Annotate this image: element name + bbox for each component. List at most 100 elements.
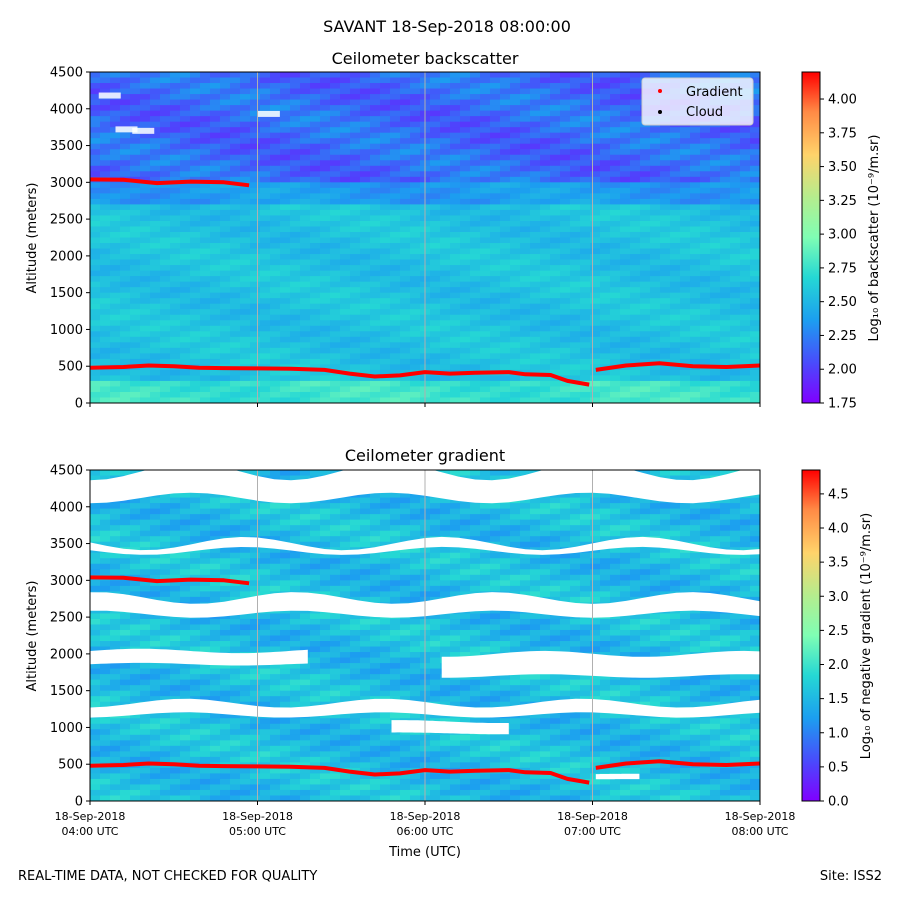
heatmap-cell [590,325,601,332]
heatmap-cell [150,215,161,222]
heatmap-cell [490,231,501,239]
heatmap-cell [750,243,760,250]
heatmap-cell [690,209,701,217]
heatmap-cell [130,243,141,250]
heatmap-cell [140,110,151,117]
heatmap-cell [740,138,751,145]
heatmap-cell [510,198,521,205]
heatmap-cell [440,386,451,393]
heatmap-cell [220,198,231,205]
heatmap-cell [140,530,151,537]
heatmap-cell [550,380,561,388]
heatmap-cell [580,248,591,255]
heatmap-cell [310,309,321,316]
heatmap-cell [440,391,451,399]
heatmap-cell [250,248,261,255]
heatmap-cell [200,314,211,321]
heatmap-cell [320,226,331,233]
heatmap-cell [460,342,471,349]
heatmap-cell [530,105,541,112]
heatmap-cell [410,364,421,371]
heatmap-cell [200,243,211,250]
heatmap-cell [700,303,711,310]
heatmap-cell [590,536,601,543]
heatmap-cell [540,72,551,79]
heatmap-cell [740,198,751,205]
heatmap-cell [350,536,361,543]
heatmap-cell [590,204,601,211]
heatmap-cell [90,193,101,200]
heatmap-cell [440,138,451,145]
heatmap-cell [270,198,281,205]
heatmap-cell [540,116,551,123]
heatmap-cell [390,204,401,211]
heatmap-cell [390,176,401,183]
heatmap-cell [280,160,291,167]
heatmap-cell [140,138,151,145]
heatmap-cell [630,325,641,332]
heatmap-cell [610,83,621,90]
heatmap-cell [310,226,321,233]
heatmap-cell [740,508,751,515]
heatmap-cell [620,514,631,521]
heatmap-cell [170,105,181,112]
heatmap-cell [210,309,221,316]
heatmap-cell [700,72,711,79]
heatmap-cell [220,525,231,532]
heatmap-cell [250,88,261,95]
heatmap-cell [350,198,361,205]
heatmap-cell [250,99,261,106]
heatmap-cell [730,187,741,194]
heatmap-cell [130,292,141,299]
heatmap-cell [560,314,571,321]
heatmap-cell [700,380,711,388]
heatmap-cell [580,375,591,382]
heatmap-cell [140,193,151,200]
heatmap-cell [310,320,321,327]
heatmap-cell [680,143,691,150]
heatmap-cell [640,138,651,145]
heatmap-cell [410,336,421,343]
heatmap-cell [670,475,681,482]
heatmap-cell [290,292,301,299]
heatmap-cell [580,391,591,399]
heatmap-cell [110,209,121,217]
heatmap-cell [560,248,571,255]
heatmap-cell [440,110,451,117]
heatmap-cell [490,325,501,332]
heatmap-cell [580,281,591,288]
heatmap-cell [350,325,361,332]
heatmap-cell [220,353,231,360]
heatmap-cell [620,331,631,338]
heatmap-cell [750,530,760,537]
heatmap-cell [230,127,241,134]
heatmap-cell [280,204,291,211]
heatmap-cell [570,110,581,117]
heatmap-cell [410,292,421,299]
heatmap-cell [370,138,381,145]
heatmap-cell [260,83,271,90]
heatmap-cell [690,198,701,205]
heatmap-cell [330,287,341,294]
heatmap-cell [560,497,571,504]
heatmap-cell [300,320,311,327]
heatmap-cell [200,265,211,272]
heatmap-cell [650,149,661,156]
heatmap-cell [650,132,661,139]
heatmap-cell [100,149,111,156]
heatmap-cell [180,226,191,233]
heatmap-cell [220,298,231,305]
heatmap-cell [90,309,101,316]
heatmap-cell [320,358,331,365]
heatmap-cell [190,121,201,128]
heatmap-cell [540,243,551,250]
heatmap-cell [380,508,391,515]
heatmap-cell [560,292,571,299]
heatmap-cell [650,276,661,283]
heatmap-cell [710,226,721,233]
heatmap-cell [590,492,601,499]
heatmap-cell [290,116,301,123]
heatmap-cell [710,220,721,228]
heatmap-cell [500,331,511,338]
heatmap-cell [430,138,441,145]
